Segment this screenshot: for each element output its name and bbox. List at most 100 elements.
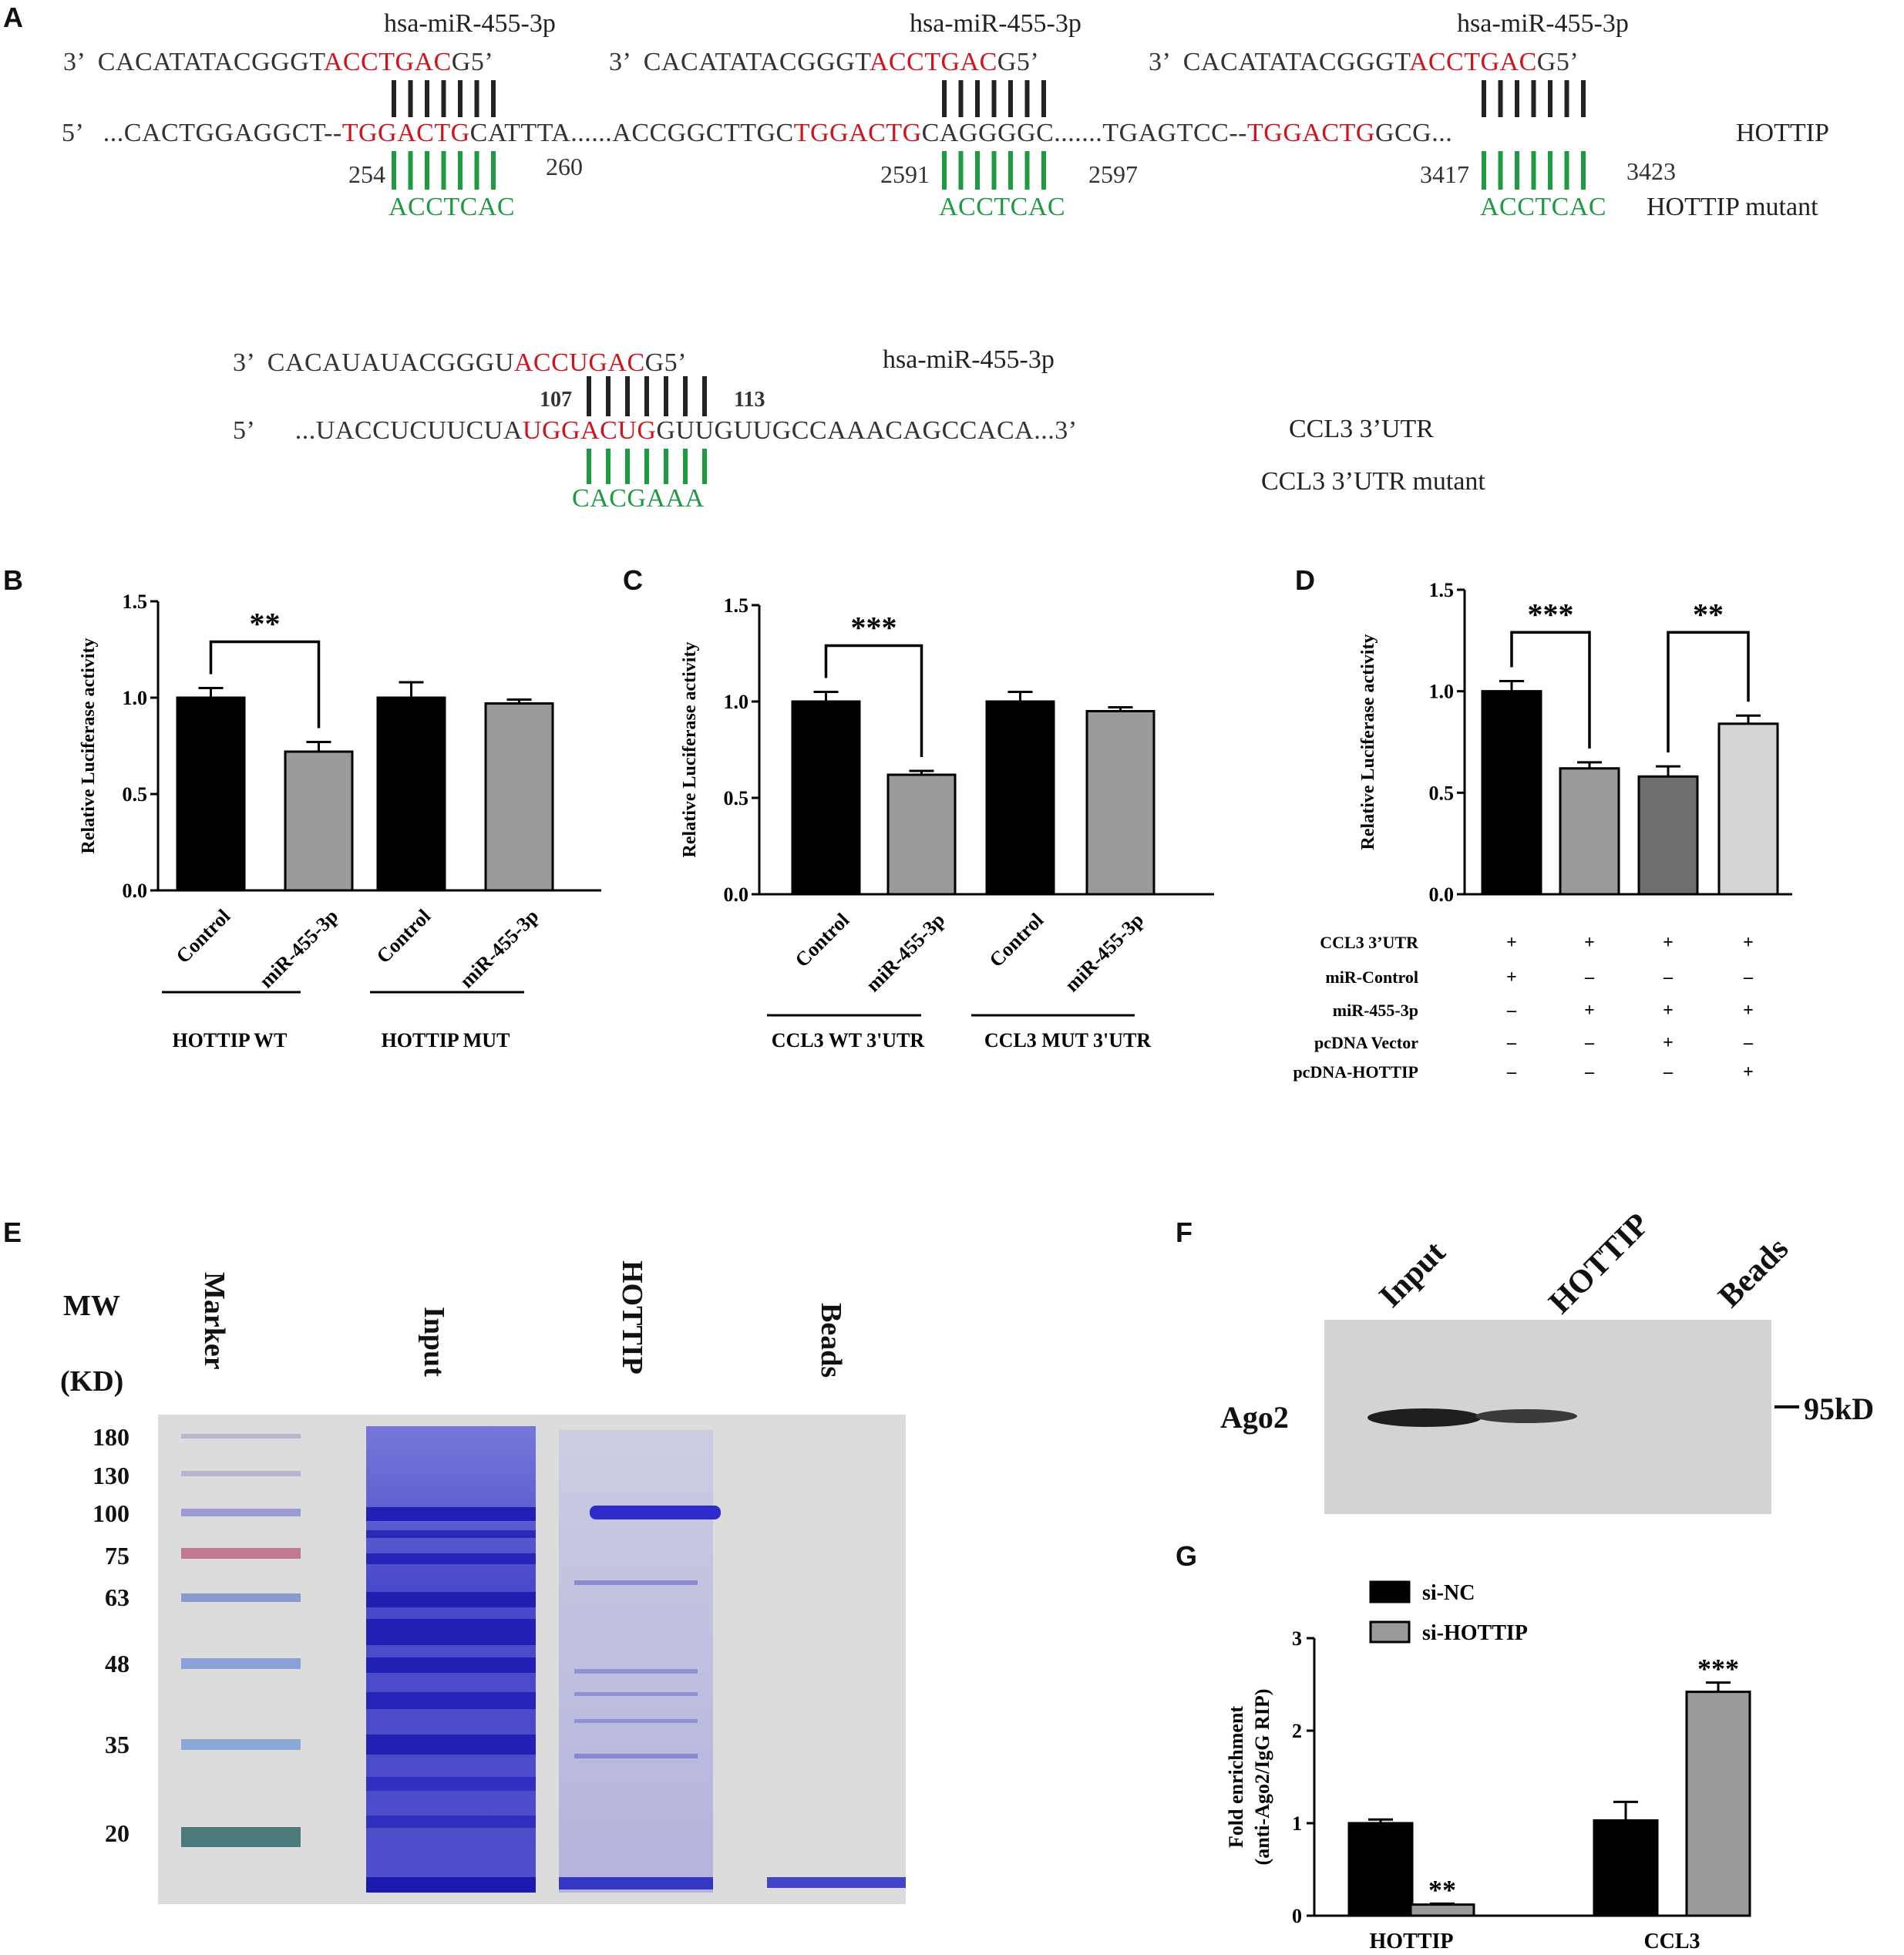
bar-0-0 xyxy=(1347,1822,1414,1917)
bar-1-1 xyxy=(1685,1691,1751,1917)
mw-48: 48 xyxy=(105,1650,130,1677)
lane-label-hottip: HOTTIP xyxy=(616,1260,648,1375)
mw-130: 130 xyxy=(93,1462,130,1489)
legend-swatch-0 xyxy=(1369,1580,1411,1603)
significance-label-0: *** xyxy=(851,611,897,645)
ago2-label: Ago2 xyxy=(1220,1400,1289,1435)
ccl3-end: 113 xyxy=(734,388,765,412)
size-marker-dash xyxy=(1774,1405,1799,1408)
mirna-label-2: hsa-miR-455-3p xyxy=(910,9,1082,38)
bar-2 xyxy=(985,700,1055,896)
western-blot xyxy=(1324,1320,1771,1514)
panel-letter-c: C xyxy=(623,564,643,596)
significance-bracket-0 xyxy=(209,640,321,728)
panel-letter-d: D xyxy=(1295,564,1315,596)
condition-mark-0-1: + xyxy=(1584,933,1595,953)
x-tick-label-0: Control xyxy=(172,905,234,967)
mirna-sequence-2: 3’ CACATATACGGGTACCTGACG5’ xyxy=(609,48,1040,76)
panel-letter-g: G xyxy=(1176,1540,1198,1572)
y-tick-label: 0.0 xyxy=(1429,883,1455,906)
beads-lane xyxy=(767,1877,906,1888)
chart-g: 0 1 2 3 Fold enrichment (anti-Ago2/IgG RIP) **… xyxy=(1225,1580,1751,1950)
x-tick-label-1: miR-455-3p xyxy=(862,909,949,996)
condition-label-3: pcDNA Vector xyxy=(1314,1033,1418,1052)
bar-0 xyxy=(791,700,861,896)
marker-lane xyxy=(181,1434,301,1847)
x-tick-label-1: CCL3 xyxy=(1643,1930,1700,1950)
condition-mark-1-1: – xyxy=(1584,967,1595,988)
x-tick-label-0: Control xyxy=(791,909,853,971)
mirna-rna-sequence: 3’ CACAUAUACGGGUACCUGACG5’ xyxy=(233,348,688,377)
mw-35: 35 xyxy=(105,1731,130,1758)
y-tick-label: 1 xyxy=(1292,1812,1302,1835)
mw-20: 20 xyxy=(105,1819,130,1847)
bar-0-1 xyxy=(1593,1819,1659,1917)
bar-2 xyxy=(1637,775,1699,896)
condition-mark-0-0: + xyxy=(1506,933,1517,953)
condition-mark-0-2: + xyxy=(1663,933,1674,953)
bar-0 xyxy=(1481,690,1542,896)
hottip-sequence: 5’ ...CACTGGAGGCT--TGGACTGCATTTA......AC… xyxy=(62,119,1453,147)
condition-mark-2-3: + xyxy=(1743,1001,1754,1021)
bar-1-0 xyxy=(1409,1903,1475,1917)
y-tick-label: 3 xyxy=(1292,1627,1302,1650)
ccl3-start: 107 xyxy=(540,388,572,412)
mw-100: 100 xyxy=(93,1499,130,1527)
group-label-0: CCL3 WT 3'UTR xyxy=(772,1029,925,1052)
panel-letter-b: B xyxy=(3,564,23,596)
site2-end: 2597 xyxy=(1088,160,1138,188)
mw-180: 180 xyxy=(93,1423,130,1451)
y-tick-label: 0.5 xyxy=(724,787,749,809)
wb-lane-beads: Beads xyxy=(1711,1230,1796,1315)
significance-label-0: ** xyxy=(250,607,281,641)
condition-mark-1-0: + xyxy=(1506,967,1517,988)
size-marker-label: 95kD xyxy=(1804,1391,1875,1426)
bar-3 xyxy=(484,702,554,892)
y-tick-label: 1.5 xyxy=(724,594,749,617)
x-tick-label-0: HOTTIP xyxy=(1370,1930,1454,1950)
y-tick-label: 0.5 xyxy=(1429,782,1455,804)
condition-mark-3-0: – xyxy=(1506,1033,1517,1053)
y-tick-label: 0.0 xyxy=(724,883,749,906)
condition-mark-2-2: + xyxy=(1663,1001,1674,1021)
y-tick-label: 1.0 xyxy=(1429,681,1455,703)
mw-63: 63 xyxy=(105,1583,130,1611)
wb-lane-hottip: HOTTIP xyxy=(1542,1206,1657,1321)
bar-3 xyxy=(1717,722,1779,896)
pairing-lines xyxy=(392,80,1586,484)
y-tick-label: 2 xyxy=(1292,1720,1302,1742)
bar-0 xyxy=(176,696,246,892)
bar-2 xyxy=(376,696,446,892)
hottip-lane xyxy=(559,1430,721,1893)
significance-label-0: ** xyxy=(1428,1874,1456,1905)
condition-mark-0-3: + xyxy=(1743,933,1754,953)
ccl3-mutant-label: CCL3 3’UTR mutant xyxy=(1261,467,1485,496)
chart-d: 0.0 0.5 1.0 1.5 Relative Luciferase activity… xyxy=(1293,579,1792,1082)
panel-letter-a: A xyxy=(3,2,23,33)
mw-label: MW xyxy=(63,1290,120,1322)
chart-b: 0.0 0.5 1.0 1.5 Relative Luciferase activity… xyxy=(79,591,601,1052)
y-axis-label: Relative Luciferase activity xyxy=(680,642,700,858)
legend-swatch-1 xyxy=(1369,1620,1411,1644)
bar-1 xyxy=(886,773,957,896)
hottip-mutant-label: HOTTIP mutant xyxy=(1647,193,1818,221)
condition-mark-4-3: + xyxy=(1743,1062,1754,1082)
site1-start: 254 xyxy=(348,160,385,188)
condition-mark-4-0: – xyxy=(1506,1062,1517,1082)
y-tick-label: 0.5 xyxy=(123,783,148,806)
condition-mark-3-1: – xyxy=(1584,1033,1595,1053)
site2-mutant: ACCTCAC xyxy=(939,193,1066,221)
y-tick-label: 1.0 xyxy=(123,687,148,709)
mirna-sequence-1: 3’ CACATATACGGGTACCTGACG5’ xyxy=(63,48,494,76)
significance-bracket-1 xyxy=(1667,631,1750,753)
group-label-1: CCL3 MUT 3'UTR xyxy=(984,1029,1151,1052)
panel-letter-e: E xyxy=(3,1216,22,1248)
y-tick-label: 0 xyxy=(1292,1905,1302,1927)
legend-label-0: si-NC xyxy=(1422,1581,1475,1605)
y-axis-label: Relative Luciferase activity xyxy=(79,638,99,854)
condition-mark-2-1: + xyxy=(1584,1001,1595,1021)
x-tick-label-2: Control xyxy=(372,905,435,967)
condition-mark-4-2: – xyxy=(1663,1062,1674,1082)
y-axis-label: Fold enrichment xyxy=(1225,1706,1247,1848)
y-tick-label: 1.5 xyxy=(1429,579,1455,601)
